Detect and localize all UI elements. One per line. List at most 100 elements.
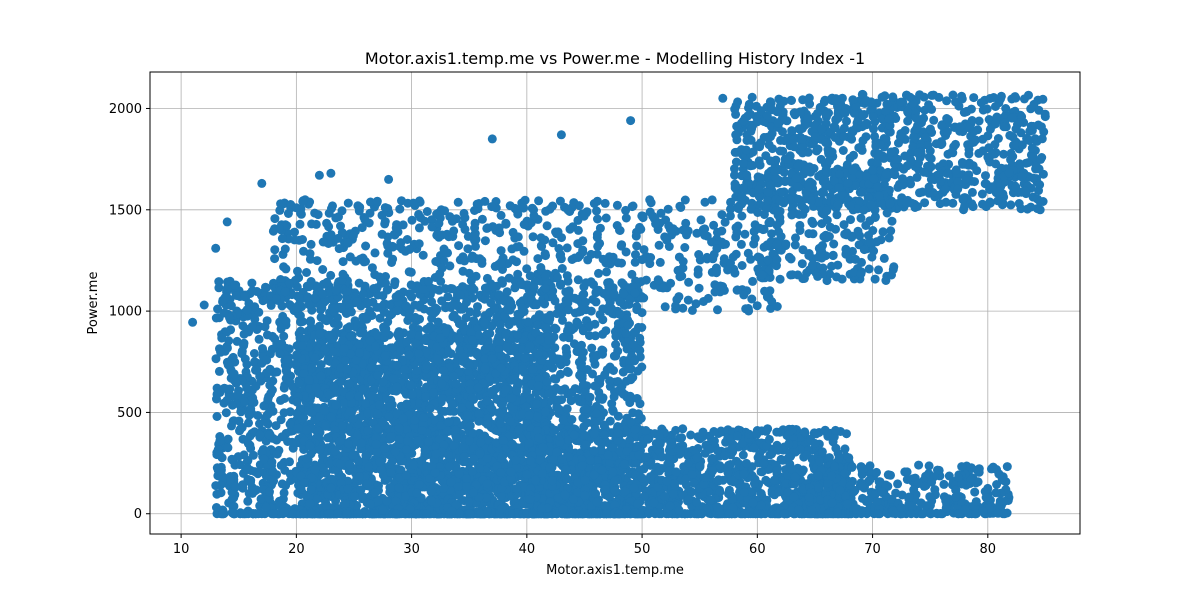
data-point — [414, 480, 424, 490]
data-point — [212, 412, 222, 421]
data-point — [229, 369, 239, 379]
data-point — [433, 317, 443, 327]
data-point — [558, 415, 568, 425]
data-point — [269, 476, 279, 486]
data-point — [294, 378, 304, 388]
data-point — [621, 329, 631, 338]
data-point — [623, 320, 633, 330]
data-point — [243, 439, 253, 448]
data-point — [253, 411, 263, 420]
data-point — [396, 346, 406, 356]
data-point — [378, 417, 388, 427]
data-point — [430, 468, 440, 478]
data-point — [251, 509, 261, 519]
data-point — [738, 450, 748, 460]
data-point — [254, 334, 264, 344]
data-point — [233, 390, 243, 400]
data-point — [404, 350, 414, 360]
data-point — [509, 342, 519, 352]
data-point — [626, 417, 636, 427]
data-point — [425, 404, 435, 413]
data-point — [224, 336, 234, 346]
data-point — [439, 483, 449, 493]
data-point — [563, 327, 572, 336]
data-point — [463, 410, 473, 420]
data-point — [497, 504, 507, 514]
data-point — [305, 441, 315, 451]
data-point — [354, 472, 364, 482]
data-point — [509, 374, 519, 384]
data-point — [371, 439, 381, 449]
data-point — [557, 395, 567, 405]
data-point — [506, 317, 516, 327]
data-point — [307, 363, 317, 373]
data-point — [263, 394, 273, 404]
data-point — [635, 333, 645, 343]
data-point — [242, 360, 252, 369]
data-point — [216, 488, 226, 498]
data-point — [518, 364, 528, 374]
data-point — [506, 467, 516, 477]
data-point — [487, 354, 497, 364]
data-point — [282, 355, 292, 365]
data-point — [462, 474, 471, 483]
data-point — [267, 385, 277, 395]
data-point — [315, 445, 325, 455]
data-point — [223, 434, 233, 444]
data-point — [532, 399, 542, 409]
data-point — [231, 291, 241, 300]
data-point — [469, 316, 479, 326]
data-point — [531, 388, 541, 398]
data-point — [370, 488, 380, 498]
data-point — [394, 329, 404, 339]
data-point — [464, 366, 474, 376]
data-point — [609, 392, 619, 402]
data-point — [320, 421, 330, 431]
data-point — [598, 349, 607, 359]
data-point — [380, 327, 390, 337]
data-point — [382, 496, 392, 506]
data-point — [350, 491, 360, 501]
data-point — [439, 366, 449, 376]
data-point — [585, 331, 594, 341]
data-point — [468, 487, 478, 497]
data-point — [485, 329, 495, 338]
data-point — [403, 436, 413, 446]
data-point — [545, 314, 555, 324]
data-point — [412, 436, 422, 446]
data-point — [414, 349, 424, 359]
data-point — [332, 509, 342, 519]
data-point — [277, 432, 287, 442]
data-point — [633, 366, 643, 376]
data-point — [380, 443, 390, 453]
data-point — [281, 316, 291, 326]
data-point — [550, 323, 560, 333]
data-point — [611, 331, 621, 341]
data-point — [306, 317, 315, 327]
data-point — [258, 344, 267, 353]
data-point — [217, 333, 227, 343]
data-point — [363, 426, 373, 436]
data-point — [578, 380, 588, 390]
data-point — [601, 326, 611, 336]
data-point — [324, 390, 334, 400]
data-point — [464, 497, 474, 507]
data-point — [451, 379, 461, 389]
data-point — [445, 462, 455, 472]
data-point — [454, 333, 464, 343]
data-point — [433, 354, 443, 364]
data-point — [302, 425, 312, 435]
data-point — [254, 467, 264, 477]
data-point — [265, 487, 274, 497]
data-point — [255, 371, 265, 381]
data-point — [358, 327, 368, 337]
data-point — [435, 333, 445, 343]
data-point — [532, 412, 542, 422]
data-point — [464, 436, 474, 446]
data-point — [496, 363, 506, 373]
data-point — [535, 335, 545, 345]
data-point — [544, 335, 554, 345]
data-point — [279, 507, 289, 517]
data-point — [216, 347, 226, 357]
data-point — [446, 477, 456, 487]
